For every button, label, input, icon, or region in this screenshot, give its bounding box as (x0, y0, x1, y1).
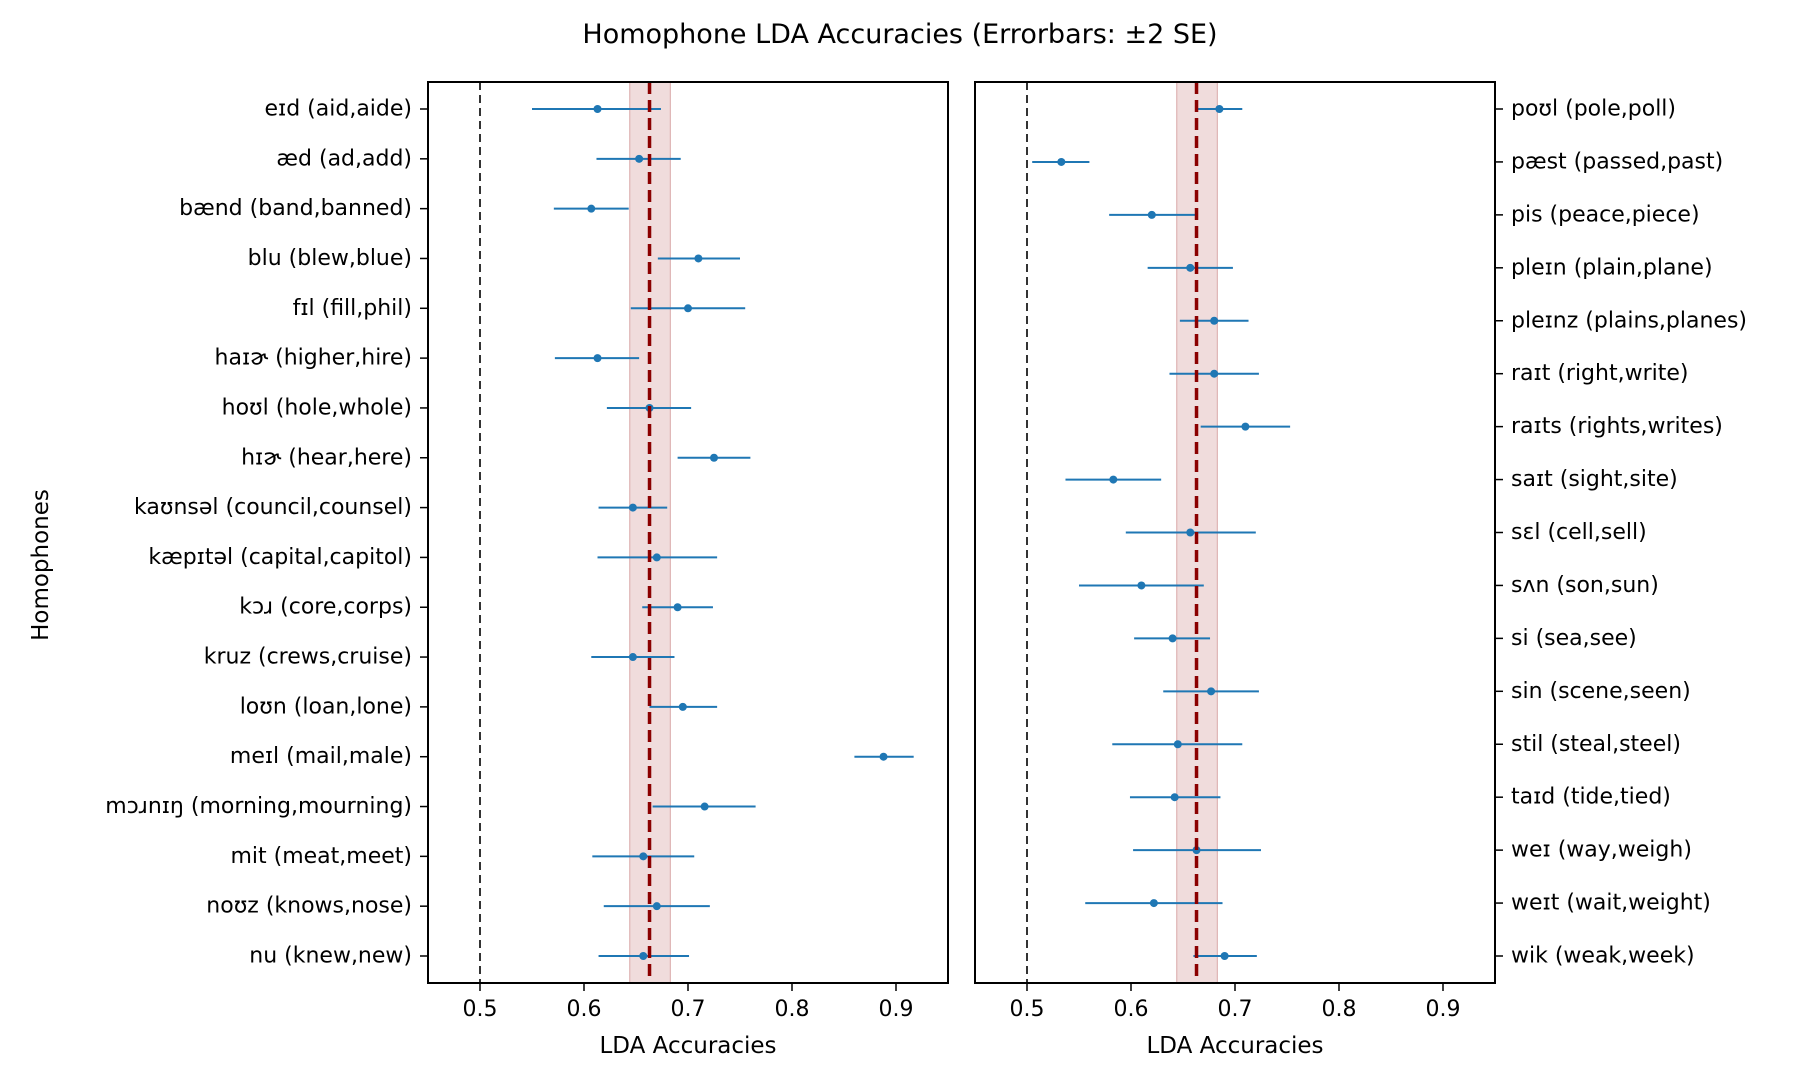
category-label: mit (meat,meet) (230, 844, 412, 869)
data-point (1149, 899, 1158, 908)
category-label: si (sea,see) (1511, 626, 1637, 651)
data-point (593, 105, 602, 113)
category-label: pleɪnz (plains,planes) (1511, 308, 1747, 333)
chart-title: Homophone LDA Accuracies (Errorbars: ±2 … (582, 19, 1217, 50)
category-label: wik (weak,week) (1511, 944, 1695, 969)
category-label: raɪt (right,write) (1511, 361, 1688, 386)
data-point (635, 154, 644, 163)
x-tick-label: 0.5 (463, 997, 498, 1022)
category-label: haɪɚ (higher,hire) (215, 346, 412, 371)
x-tick-label: 0.6 (1114, 997, 1149, 1022)
data-point (1210, 316, 1219, 325)
category-label: bænd (band,banned) (179, 196, 412, 221)
data-point (639, 852, 648, 861)
data-point (1173, 740, 1182, 749)
category-label: poʊl (pole,poll) (1511, 97, 1676, 122)
category-label: blu (blew,blue) (248, 246, 412, 271)
category-label: weɪ (way,weigh) (1511, 838, 1692, 863)
category-label: sin (scene,seen) (1511, 679, 1691, 704)
category-label: hɪɚ (hear,here) (241, 445, 412, 470)
data-point (1170, 793, 1179, 802)
data-point (1109, 475, 1118, 484)
x-tick-label: 0.8 (1322, 997, 1357, 1022)
category-label: weɪt (wait,weight) (1511, 891, 1711, 916)
data-point (1186, 263, 1195, 272)
data-point (694, 254, 703, 263)
x-tick-label: 0.8 (775, 997, 810, 1022)
category-label: raɪts (rights,writes) (1511, 414, 1723, 439)
category-label: kruz (crews,cruise) (204, 645, 412, 670)
data-point (879, 752, 888, 761)
data-point (700, 802, 709, 811)
data-point (1220, 952, 1229, 960)
data-point (587, 204, 596, 213)
category-label: noʊz (knows,nose) (206, 894, 412, 919)
category-label: kæpɪtəl (capital,capitol) (148, 545, 412, 570)
category-label: mɔɹnɪŋ (morning,mourning) (105, 794, 412, 819)
category-label: kaʊnsəl (council,counsel) (134, 495, 412, 520)
data-point (673, 603, 682, 612)
data-point (652, 902, 661, 911)
category-label: sʌn (son,sun) (1511, 573, 1659, 598)
category-label: meɪl (mail,male) (230, 744, 412, 769)
data-point (628, 653, 637, 662)
category-label: pæst (passed,past) (1511, 149, 1723, 174)
category-label: pis (peace,piece) (1511, 202, 1700, 227)
category-label: æd (ad,add) (276, 146, 412, 171)
data-point (1057, 157, 1066, 166)
data-point (684, 304, 692, 313)
category-label: saɪt (sight,site) (1511, 467, 1678, 492)
x-axis-label: LDA Accuracies (1146, 1033, 1323, 1059)
data-point (1186, 528, 1195, 537)
x-tick-label: 0.7 (671, 997, 706, 1022)
x-tick-label: 0.5 (1010, 997, 1045, 1022)
data-point (1215, 105, 1224, 113)
data-point (652, 553, 661, 562)
x-axis-label: LDA Accuracies (599, 1033, 776, 1059)
category-label: fɪl (fill,phil) (293, 296, 412, 321)
category-label: pleɪn (plain,plane) (1511, 255, 1713, 280)
data-point (1147, 210, 1156, 219)
x-tick-label: 0.6 (567, 997, 602, 1022)
x-tick-label: 0.9 (1426, 997, 1461, 1022)
data-point (628, 503, 637, 512)
data-point (593, 354, 602, 363)
category-label: stil (steal,steel) (1511, 732, 1681, 757)
data-point (1207, 687, 1216, 696)
x-tick-label: 0.7 (1218, 997, 1253, 1022)
data-point (639, 952, 648, 960)
data-point (678, 702, 687, 711)
data-point (1241, 422, 1250, 431)
category-label: kɔɹ (core,corps) (239, 595, 412, 620)
data-point (710, 453, 718, 462)
category-label: sɛl (cell,sell) (1511, 520, 1647, 545)
data-point (1192, 846, 1201, 855)
data-point (1137, 581, 1146, 590)
category-label: eɪd (aid,aide) (265, 97, 412, 122)
category-label: taɪd (tide,tied) (1511, 785, 1671, 810)
x-tick-label: 0.9 (879, 997, 914, 1022)
category-label: loʊn (loan,lone) (240, 694, 412, 719)
left-panel: eɪd (aid,aide) æd (ad,add) bænd (band,bann… (105, 81, 949, 1059)
y-axis-label: Homophones (28, 489, 54, 641)
right-panel: poʊl (pole,poll) pæst (passed,past) pis (p… (974, 81, 1747, 1059)
data-point (1168, 634, 1177, 643)
category-label: hoʊl (hole,whole) (222, 395, 412, 420)
category-label: nu (knew,new) (249, 944, 412, 969)
data-point (1210, 369, 1219, 378)
